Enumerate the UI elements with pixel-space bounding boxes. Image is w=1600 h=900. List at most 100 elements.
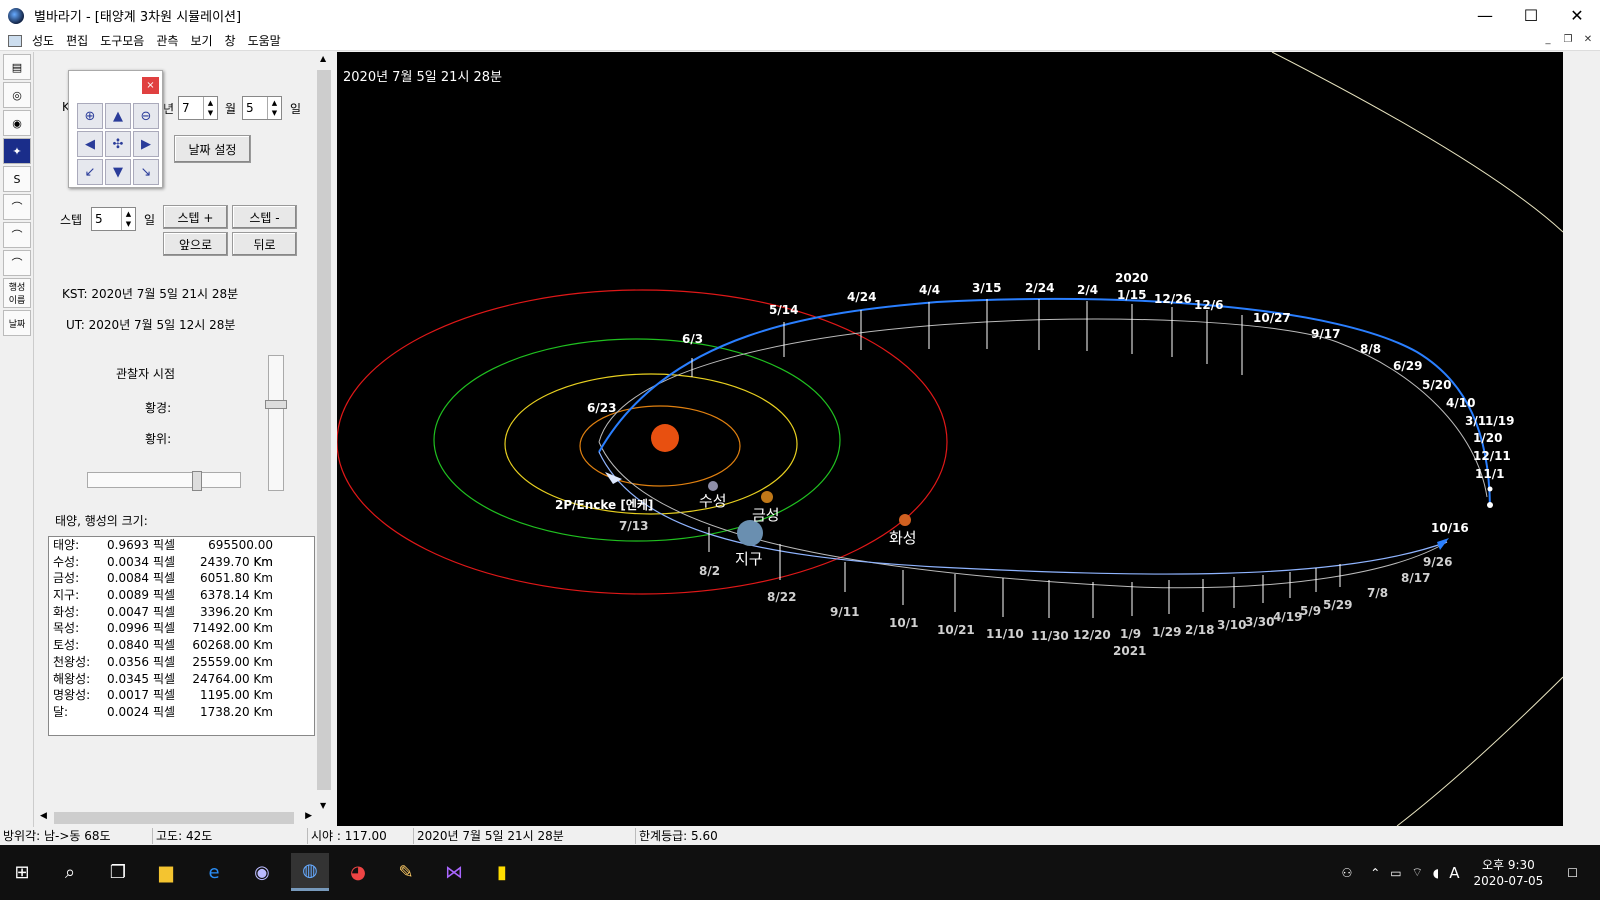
- rotate-right-icon[interactable]: ↘: [133, 159, 159, 185]
- wifi-icon[interactable]: ⌔: [1411, 865, 1423, 879]
- curve-tool-button[interactable]: S: [3, 166, 31, 192]
- earth-orbit: [433, 338, 841, 542]
- menu-view[interactable]: 보기: [190, 34, 213, 48]
- close-button[interactable]: ✕: [1570, 6, 1584, 25]
- ime-indicator[interactable]: A: [1449, 863, 1460, 882]
- task-view-icon[interactable]: ❐: [109, 861, 127, 883]
- size-cell: 토성:: [53, 638, 80, 653]
- menu-help[interactable]: 도움말: [247, 34, 281, 48]
- solar-system-tool-button[interactable]: ✦: [3, 138, 31, 164]
- visual-studio-icon[interactable]: ⋈: [445, 861, 463, 883]
- mars-label: 화성: [889, 529, 917, 547]
- mercury-label: 수성: [699, 492, 727, 510]
- up-arrow-icon[interactable]: ▲: [105, 103, 131, 129]
- volume-icon[interactable]: ◖: [1432, 865, 1440, 880]
- stargazer-app-icon[interactable]: ◍: [291, 853, 329, 891]
- mdi-close-button[interactable]: ✕: [1583, 34, 1593, 45]
- size-cell: 60268.00 Km: [192, 638, 273, 653]
- paint-icon[interactable]: ✎: [398, 861, 414, 883]
- chrome-icon[interactable]: ◕: [350, 861, 366, 883]
- step-spinner[interactable]: 5 ▲ ▼: [91, 207, 136, 231]
- lower-date-label: 11/30: [1031, 629, 1069, 643]
- backward-button[interactable]: 뒤로: [232, 232, 297, 256]
- navpad-close-button[interactable]: ×: [142, 77, 159, 94]
- size-cell: 명왕성:: [53, 688, 91, 703]
- lower-date-label: 5/29: [1323, 598, 1352, 612]
- menu-observe[interactable]: 관측: [156, 34, 179, 48]
- sticky-notes-icon[interactable]: ▮: [497, 861, 507, 883]
- internet-explorer-icon[interactable]: e: [208, 861, 220, 883]
- down-arrow-icon[interactable]: ▼: [105, 159, 131, 185]
- upper-date-label: 1/19: [1485, 414, 1514, 428]
- menu-edit[interactable]: 편집: [66, 34, 89, 48]
- mdi-minimize-button[interactable]: _: [1545, 34, 1551, 45]
- step-plus-button[interactable]: 스텝 +: [163, 205, 228, 229]
- document-icon[interactable]: [8, 34, 22, 47]
- comet-icon: [605, 472, 622, 484]
- lower-date-label: 5/9: [1300, 604, 1321, 618]
- day-spinner[interactable]: 5 ▲ ▼: [242, 96, 282, 120]
- size-cell: 695500.00 Km: [208, 538, 273, 569]
- panel-horizontal-scrollbar[interactable]: ◀ ▶: [36, 810, 316, 826]
- size-row: 토성: 0.0840 픽셀 60268.00 Km: [49, 637, 314, 654]
- right-arrow-icon[interactable]: ▶: [133, 131, 159, 157]
- globe-tool-button[interactable]: ◎: [3, 82, 31, 108]
- lower-date-label: 1/29: [1152, 625, 1181, 639]
- graph-tool-button-1[interactable]: ⌒: [3, 194, 31, 220]
- size-cell: 0.0017: [107, 688, 149, 703]
- rotate-left-icon[interactable]: ↙: [77, 159, 103, 185]
- center-icon[interactable]: ✣: [105, 131, 131, 157]
- search-icon[interactable]: ⌕: [64, 861, 76, 883]
- graph-tool-button-3[interactable]: ⌒: [3, 250, 31, 276]
- chevron-up-icon[interactable]: ⌃: [1370, 865, 1381, 880]
- mdi-restore-button[interactable]: ❐: [1563, 34, 1573, 45]
- upper-date-label: 9/17: [1311, 327, 1340, 341]
- panel-horizontal-scroll-thumb[interactable]: [54, 812, 294, 824]
- graph-tool-button-2[interactable]: ⌒: [3, 222, 31, 248]
- upper-date-label: 6/29: [1393, 359, 1422, 373]
- app-icon-purple[interactable]: ◉: [254, 861, 270, 883]
- latitude-slider[interactable]: [265, 355, 287, 491]
- people-icon[interactable]: ⚇: [1341, 865, 1353, 880]
- step-unit-label: 일: [144, 213, 156, 227]
- longitude-slider[interactable]: [87, 471, 241, 491]
- battery-icon[interactable]: ▭: [1390, 865, 1402, 880]
- size-cell: 3396.20 Km: [200, 604, 273, 619]
- start-icon[interactable]: ⊞: [14, 861, 30, 883]
- zoom-in-icon[interactable]: ⊕: [77, 103, 103, 129]
- solar-system-view[interactable]: 6/23 6/3 5/14 4/24 4/4 3/15 2/24 2/4 1/15 12/26 12…: [337, 52, 1563, 826]
- outer-orbit-bottom: [1396, 676, 1563, 826]
- planet-name-button[interactable]: 행성 이름: [3, 278, 31, 308]
- upper-date-label: 4/10: [1446, 396, 1475, 410]
- clock-time: 오후 9:30: [1481, 857, 1535, 872]
- zoom-out-icon[interactable]: ⊖: [133, 103, 159, 129]
- clock[interactable]: 오후 9:30 2020-07-05: [1473, 857, 1543, 889]
- ring-tool-button[interactable]: ◉: [3, 110, 31, 136]
- ecliptic-latitude-label: 황위:: [145, 432, 172, 446]
- panel-vertical-scroll-thumb[interactable]: [317, 70, 331, 790]
- notification-icon[interactable]: ☐: [1567, 865, 1578, 880]
- size-cell: 2439.70 Km: [200, 554, 273, 569]
- step-minus-button[interactable]: 스텝 -: [232, 205, 297, 229]
- set-date-button[interactable]: 날짜 설정: [174, 135, 251, 163]
- chart-tool-button[interactable]: ▤: [3, 54, 31, 80]
- status-limit-magnitude: 한계등급: 5.60: [635, 828, 835, 844]
- forward-button[interactable]: 앞으로: [163, 232, 228, 256]
- longitude-slider-thumb[interactable]: [192, 471, 202, 491]
- maximize-button[interactable]: ☐: [1523, 6, 1539, 25]
- month-spinner[interactable]: 7 ▲ ▼: [178, 96, 218, 120]
- size-cell: 태양:: [53, 538, 80, 552]
- lower-date-label: 8/22: [767, 590, 796, 604]
- menu-window[interactable]: 창: [224, 34, 236, 48]
- date-button[interactable]: 날짜: [3, 310, 31, 336]
- file-explorer-icon[interactable]: ▆: [159, 861, 173, 883]
- lower-date-label: 7/13: [619, 519, 648, 533]
- minimize-button[interactable]: —: [1477, 6, 1493, 25]
- menu-chart[interactable]: 성도: [32, 34, 55, 48]
- panel-vertical-scrollbar[interactable]: ▲ ▼: [316, 52, 332, 812]
- latitude-slider-thumb[interactable]: [265, 400, 287, 409]
- upper-date-label: 4/24: [847, 290, 876, 304]
- planet-size-list[interactable]: 태양: 0.9693 픽셀 695500.00 Km 수성: 0.0034 픽셀 2439.7…: [48, 536, 315, 736]
- left-arrow-icon[interactable]: ◀: [77, 131, 103, 157]
- menu-tools[interactable]: 도구모음: [100, 34, 145, 48]
